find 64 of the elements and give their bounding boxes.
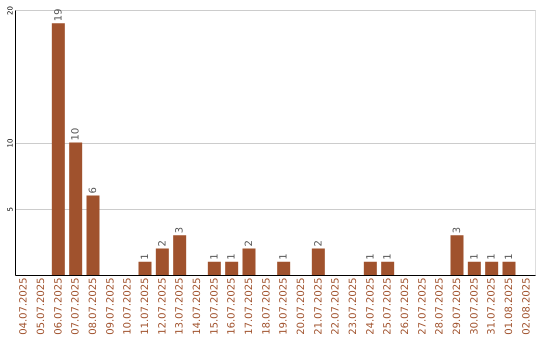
data-label: 3 xyxy=(174,226,186,234)
data-label: 1 xyxy=(278,253,290,260)
x-tick-label: 14.07.2025 xyxy=(192,278,203,335)
x-tick-label: 21.07.2025 xyxy=(313,278,324,335)
data-label: 1 xyxy=(140,253,151,260)
x-tick-label: 25.07.2025 xyxy=(382,278,394,335)
x-tick-label: 16.07.2025 xyxy=(226,278,238,335)
bar xyxy=(208,262,221,275)
bar xyxy=(485,262,498,275)
x-tick-label: 31.07.2025 xyxy=(486,278,498,335)
bar xyxy=(364,262,377,275)
bar xyxy=(242,248,256,275)
x-tick-label: 20.07.2025 xyxy=(296,278,307,335)
x-tick-label: 15.07.2025 xyxy=(209,278,220,335)
data-label: 1 xyxy=(504,253,515,260)
data-label: 1 xyxy=(226,253,238,260)
x-tick-label: 02.08.2025 xyxy=(521,278,532,335)
x-tick-label: 27.07.2025 xyxy=(417,278,428,335)
x-tick-label: 22.07.2025 xyxy=(330,278,342,335)
data-label: 2 xyxy=(157,240,168,246)
bar xyxy=(450,235,464,275)
bar xyxy=(69,142,82,275)
x-tick-label: 23.07.2025 xyxy=(348,278,359,335)
bar xyxy=(52,23,65,275)
data-label: 1 xyxy=(486,253,498,260)
data-label: 1 xyxy=(365,253,376,260)
x-tick-label: 30.07.2025 xyxy=(469,278,480,335)
bar xyxy=(381,262,394,275)
bar xyxy=(86,196,100,275)
x-tick-label: 28.07.2025 xyxy=(434,278,446,335)
x-tick-label: 13.07.2025 xyxy=(174,278,186,335)
x-tick-label: 09.07.2025 xyxy=(105,278,116,335)
x-tick-label: 29.07.2025 xyxy=(452,278,463,335)
bar xyxy=(138,262,152,275)
data-label: 1 xyxy=(382,253,394,260)
x-tick-label: 08.07.2025 xyxy=(88,278,99,335)
x-tick-label: 11.07.2025 xyxy=(140,278,151,335)
data-label: 3 xyxy=(452,226,463,234)
x-tick-label: 01.08.2025 xyxy=(504,278,515,335)
x-tick-label: 12.07.2025 xyxy=(157,278,168,335)
x-tick-label: 17.07.2025 xyxy=(244,278,255,335)
x-tick-label: 05.07.2025 xyxy=(36,278,47,335)
data-label: 2 xyxy=(244,240,255,246)
bar xyxy=(502,262,516,275)
data-label: 1 xyxy=(209,253,220,260)
bar xyxy=(156,248,169,275)
x-tick-label: 26.07.2025 xyxy=(400,278,411,335)
x-tick-label: 07.07.2025 xyxy=(70,278,82,335)
bar xyxy=(225,262,238,275)
x-tick-label: 10.07.2025 xyxy=(122,278,134,335)
bar xyxy=(277,262,290,275)
data-label: 2 xyxy=(313,240,324,246)
bar xyxy=(173,235,186,275)
bar xyxy=(312,248,325,275)
x-tick-label: 19.07.2025 xyxy=(278,278,290,335)
x-tick-label: 06.07.2025 xyxy=(53,278,64,335)
data-label: 1 xyxy=(469,253,480,260)
x-tick-label: 18.07.2025 xyxy=(261,278,272,335)
data-label: 19 xyxy=(53,8,64,22)
bar xyxy=(468,262,481,275)
x-tick-label: 24.07.2025 xyxy=(365,278,376,335)
x-tick-label: 04.07.2025 xyxy=(18,278,30,335)
data-label: 10 xyxy=(70,128,82,140)
data-label: 6 xyxy=(88,187,99,194)
